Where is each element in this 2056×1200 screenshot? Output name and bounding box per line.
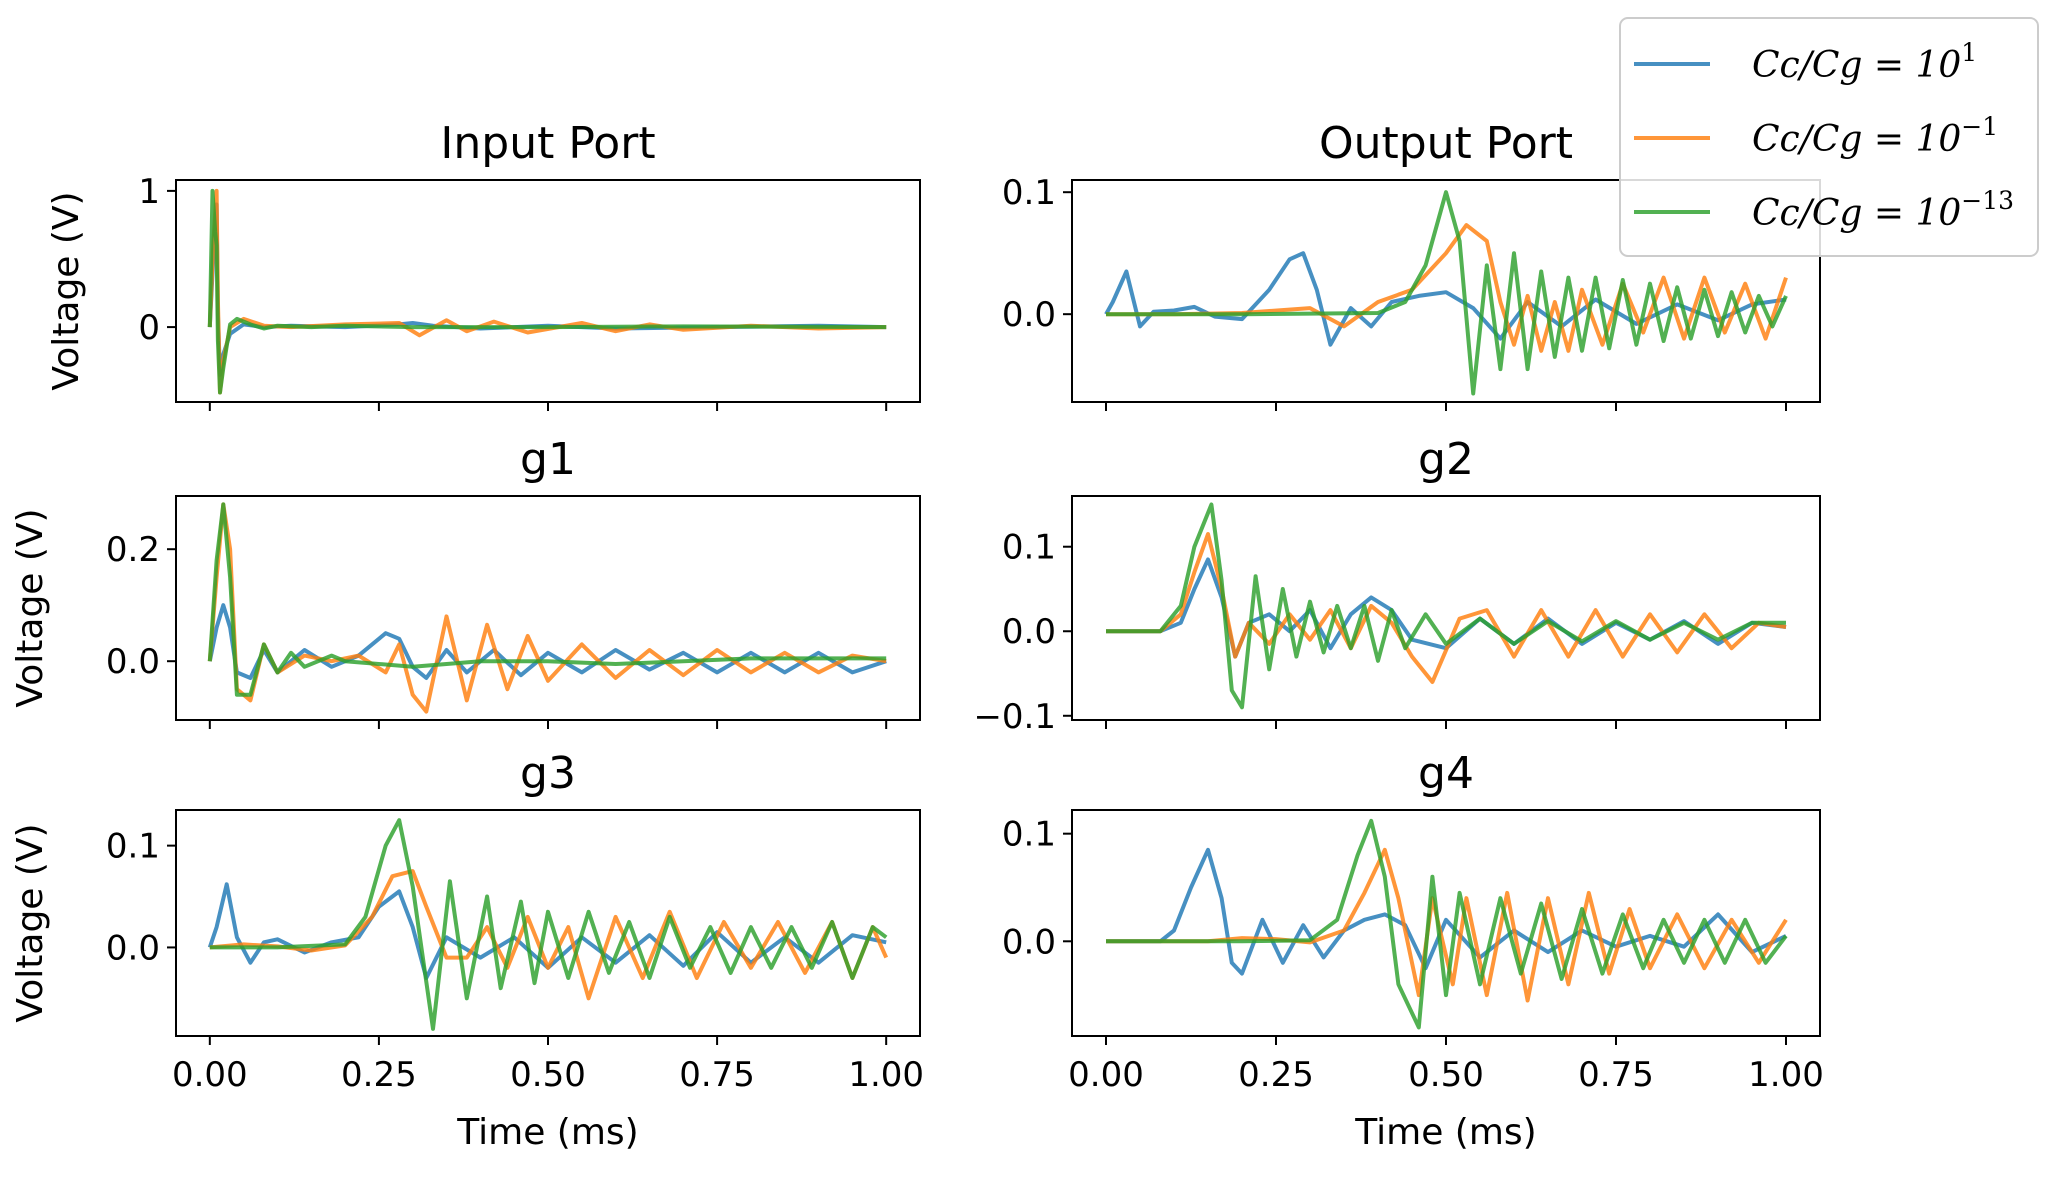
x-tick-label: 1.00	[1748, 1055, 1824, 1095]
subplot-title: g1	[520, 434, 576, 485]
series-line-2	[1106, 190, 1788, 396]
x-tick-label: 0.50	[510, 1055, 586, 1095]
legend: Cc/Cg = 101 Cc/Cg = 10−1 Cc/Cg = 10−13	[1619, 17, 2039, 257]
axes-frame	[175, 809, 921, 1037]
x-axis-label: Time (ms)	[456, 1112, 638, 1153]
x-tick-label: 0.00	[1068, 1055, 1144, 1095]
x-tick-label: 0.75	[679, 1055, 755, 1095]
legend-entry: Cc/Cg = 10−1	[1752, 112, 1998, 160]
subplot-5: g4 0.0 0.1 0.00 0.25 0.50 0.75 1.00 Time (ms)	[1002, 748, 1824, 1153]
y-axis-label: Voltage (V)	[10, 823, 51, 1022]
subplot-title: Output Port	[1319, 118, 1573, 169]
subplot-1: Output Port 0.0 0.1	[1002, 118, 1821, 411]
series-line-1	[207, 502, 887, 714]
y-tick-label: 1	[138, 172, 160, 212]
y-tick-label: 0.0	[106, 928, 160, 968]
x-tick-label: 1.00	[848, 1055, 924, 1095]
subplot-3: g2 −0.1 0.0 0.1	[973, 434, 1821, 737]
legend-box	[1619, 17, 2039, 257]
y-tick-label: 0.0	[106, 642, 160, 682]
subplot-4: g3 0.0 0.1 0.00 0.25 0.50 0.75 1.00 Time (ms) Vol…	[10, 748, 924, 1153]
x-tick-label: 0.50	[1408, 1055, 1484, 1095]
x-tick-label: 0.25	[1238, 1055, 1314, 1095]
y-tick-label: 0.0	[1002, 922, 1056, 962]
x-tick-label: 0.00	[172, 1055, 248, 1095]
series-line-1	[207, 188, 887, 395]
x-axis-label: Time (ms)	[1354, 1112, 1536, 1153]
y-tick-label: 0.1	[1002, 173, 1056, 213]
series-line-1	[209, 869, 889, 1001]
subplot-0: Input Port 0 1 Voltage (V)	[46, 118, 921, 411]
series-line-1	[1106, 223, 1788, 353]
y-tick-label: 0.1	[1002, 528, 1056, 568]
y-tick-label: 0.0	[1002, 612, 1056, 652]
y-tick-label: 0.2	[106, 530, 160, 570]
y-tick-label: 0.1	[106, 827, 160, 867]
series-line-0	[207, 882, 887, 980]
subplot-title: g3	[520, 748, 576, 799]
subplot-title: g2	[1418, 434, 1474, 485]
series-line-0	[1104, 251, 1787, 347]
y-tick-label: 0	[138, 308, 160, 348]
axes-frame	[175, 179, 921, 403]
subplot-title: Input Port	[440, 118, 655, 169]
series-line-2	[1106, 502, 1786, 710]
subplot-2: g1 0.0 0.2 Voltage (V)	[10, 434, 921, 729]
x-tick-label: 0.75	[1578, 1055, 1654, 1095]
series-line-0	[207, 202, 887, 377]
subplot-title: g4	[1418, 748, 1474, 799]
series-line-2	[207, 188, 887, 395]
y-axis-label: Voltage (V)	[10, 508, 51, 707]
axes-frame	[175, 495, 921, 721]
y-axis-label: Voltage (V)	[46, 191, 87, 390]
y-tick-label: −0.1	[973, 697, 1056, 737]
series-line-0	[207, 603, 887, 680]
series-line-2	[1106, 818, 1788, 1030]
legend-entry: Cc/Cg = 101	[1752, 38, 1977, 86]
legend-entry: Cc/Cg = 10−13	[1752, 186, 2014, 234]
series-line-1	[1106, 532, 1787, 684]
series-line-2	[207, 502, 887, 697]
x-tick-label: 0.25	[341, 1055, 417, 1095]
y-tick-label: 0.1	[1002, 815, 1056, 855]
series-line-2	[209, 818, 888, 1031]
y-tick-label: 0.0	[1002, 295, 1056, 335]
